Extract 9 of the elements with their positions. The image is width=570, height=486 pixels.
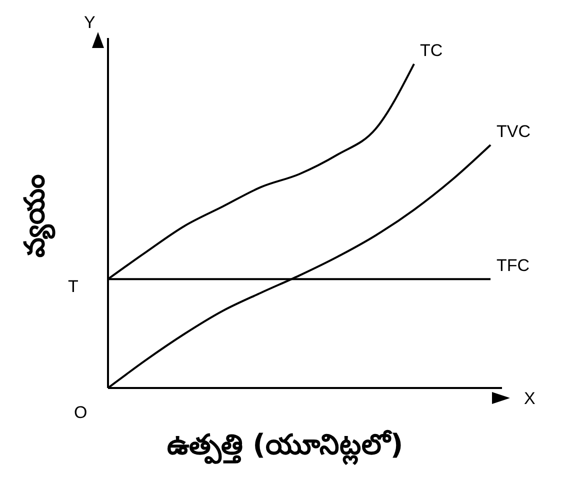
text: X	[524, 389, 536, 408]
text: O	[74, 403, 88, 422]
text: Y	[84, 13, 96, 32]
x-axis-title: ఉత్పత్తి (యూనిట్లలో)	[166, 428, 404, 467]
text: T	[68, 277, 78, 296]
series-label: TVC	[496, 122, 531, 141]
series-label: TFC	[496, 256, 530, 276]
series-label: TC	[420, 40, 443, 60]
y-axis-title: వ్యయం	[18, 174, 56, 258]
